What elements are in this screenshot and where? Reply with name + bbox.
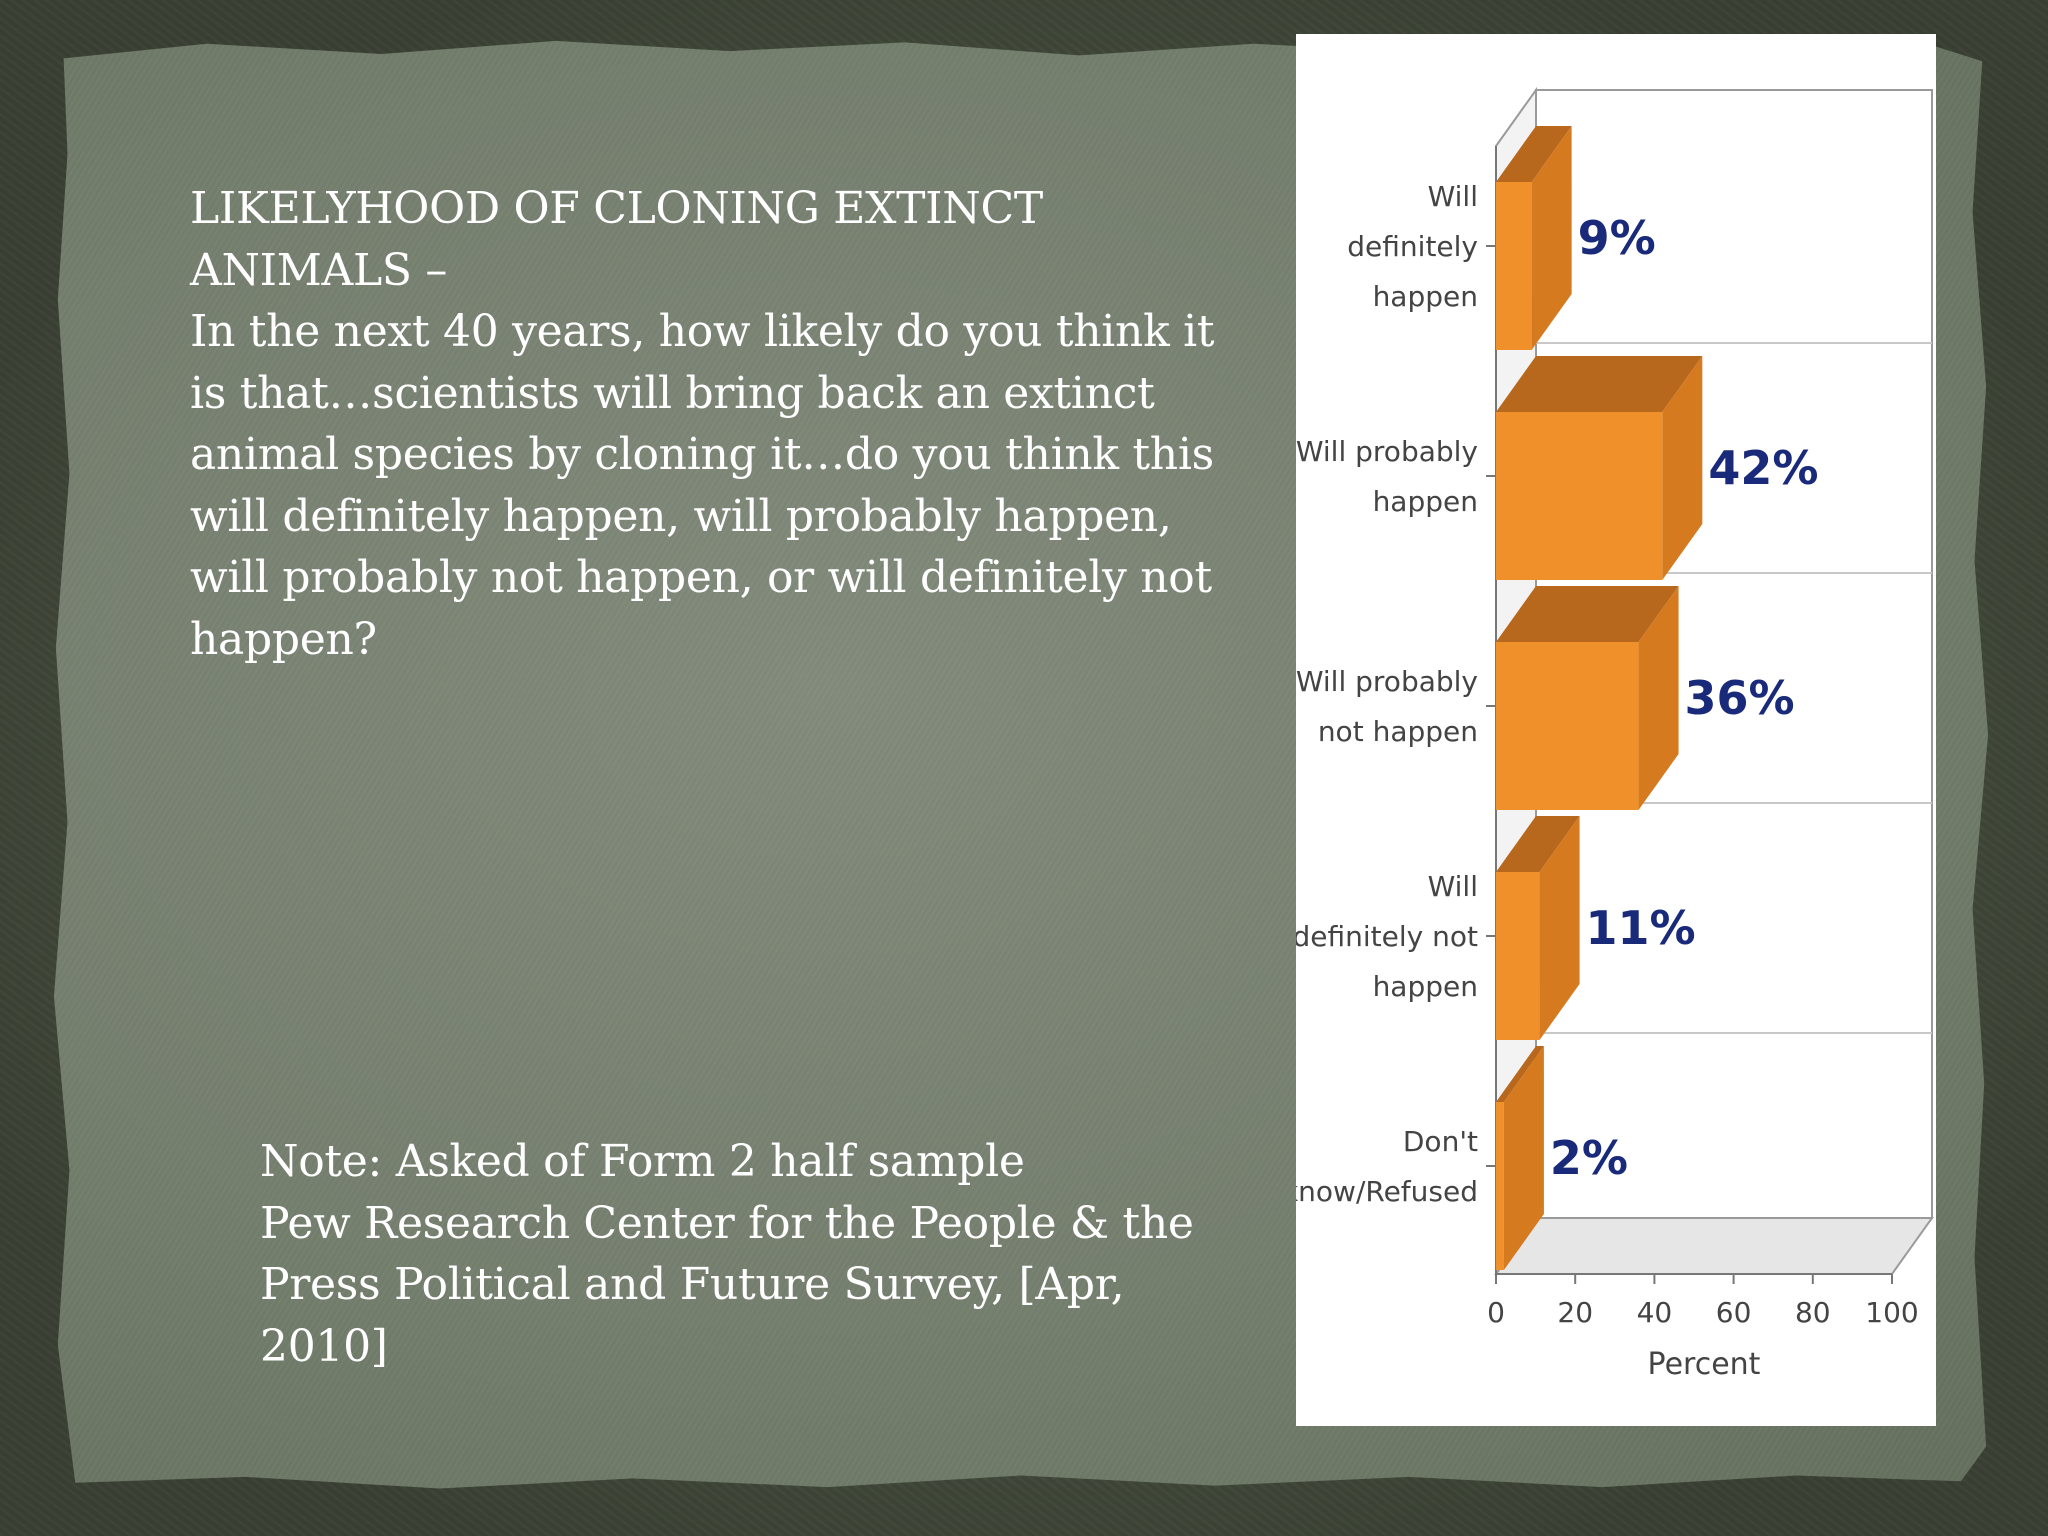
note-line-4: 2010] [260,1320,388,1372]
data-label: 11% [1586,901,1696,955]
category-label: Will probably [1296,435,1478,468]
category-label: definitely not [1296,920,1478,953]
note-line-2: Pew Research Center for the People & the [260,1197,1194,1249]
question-line-4: will definitely happen, will probably ha… [190,490,1172,542]
bar-top [1496,1046,1544,1102]
category-label: Will [1428,180,1478,213]
question-line-5: will probably not happen, or will defini… [190,552,1212,603]
question-line-3: animal species by cloning it…do you thin… [190,429,1214,480]
bar-side [1638,586,1679,810]
title-line-2: ANIMALS – [190,244,448,296]
bar-side [1531,126,1572,350]
bar-side [1662,356,1703,580]
source-note: Note: Asked of Form 2 half sample Pew Re… [260,1131,1260,1377]
x-tick-label: 20 [1557,1296,1593,1329]
bar [1496,642,1639,810]
bar-side [1539,816,1580,1040]
chart-floor [1494,1217,1934,1275]
category-label: definitely [1347,230,1478,263]
bar-top [1496,356,1703,412]
question-text: LIKELYHOOD OF CLONING EXTINCT ANIMALS – … [190,178,1240,670]
category-label: happen [1373,970,1478,1003]
bar [1496,412,1663,580]
category-label: not happen [1318,715,1478,748]
category-label: happen [1373,280,1478,313]
category-label: know/Refused [1296,1175,1478,1208]
x-tick-label: 100 [1865,1296,1918,1329]
question-line-1: In the next 40 years, how likely do you … [190,306,1215,357]
category-label: Will [1428,870,1478,903]
data-label: 2% [1550,1131,1628,1185]
x-tick-label: 0 [1487,1296,1505,1329]
title-line-1: LIKELYHOOD OF CLONING EXTINCT [190,183,1043,234]
bar-side [1503,1046,1544,1270]
bar-top [1496,816,1580,872]
data-label: 42% [1708,441,1818,495]
category-label: Don't [1403,1125,1478,1158]
data-label: 9% [1578,211,1656,265]
bar [1496,872,1540,1040]
x-tick-label: 40 [1637,1296,1673,1329]
note-line-3: Press Political and Future Survey, [Apr, [260,1259,1125,1310]
x-tick-label: 80 [1795,1296,1831,1329]
note-line-1: Note: Asked of Form 2 half sample [260,1136,1025,1187]
x-tick-label: 60 [1716,1296,1752,1329]
category-label: happen [1373,485,1478,518]
chart-panel: 0 20 40 60 80 100 Percent Will definitely happen 9… [1282,34,1936,1426]
bar-chart: 0 20 40 60 80 100 Percent Will definitely happen 9… [1282,86,1934,1382]
question-line-2: is that…scientists will bring back an ex… [190,367,1155,419]
question-line-6: happen? [190,613,377,665]
category-label: Will probably [1296,665,1478,698]
bar-top [1496,586,1679,642]
x-axis-label: Percent [1648,1347,1761,1382]
data-label: 36% [1685,671,1795,725]
bar [1496,1102,1504,1270]
bar-top [1496,126,1572,182]
bar [1496,182,1532,350]
